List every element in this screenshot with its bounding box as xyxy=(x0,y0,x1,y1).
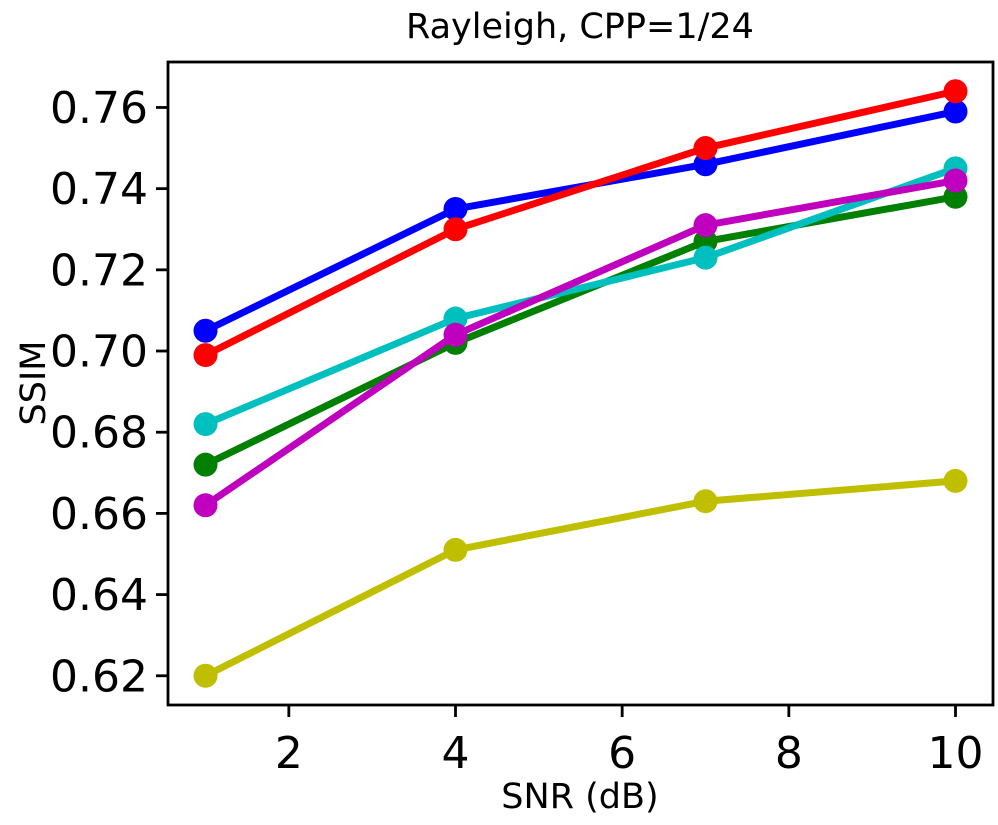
y-tick-label: 0.72 xyxy=(50,245,148,296)
x-tick-label: 2 xyxy=(275,728,303,779)
y-tick-label: 0.64 xyxy=(50,570,148,621)
series-marker-magenta xyxy=(443,322,468,347)
axis-layer: 2 4 6 8 10 0.62 0.64 0.66 0.68 0.70 0.72 0.74 0.76 xyxy=(50,60,995,779)
series-marker-red xyxy=(693,136,718,161)
series-line-green xyxy=(202,193,959,469)
series-marker-cyan xyxy=(193,412,218,437)
series-marker-red xyxy=(943,79,968,104)
x-tick-label: 6 xyxy=(608,728,636,779)
y-tick-label: 0.76 xyxy=(50,83,148,134)
series-line-yellow xyxy=(202,477,959,680)
series-marker-red xyxy=(193,343,218,368)
series-marker-yellow xyxy=(943,468,968,493)
chart-title: Rayleigh, CPP=1/24 xyxy=(406,7,754,47)
series-layer xyxy=(193,79,968,688)
series-marker-green xyxy=(193,452,218,477)
series-marker-magenta xyxy=(943,168,968,193)
plot-frame xyxy=(166,60,995,707)
series-marker-magenta xyxy=(693,213,718,238)
series-line-magenta xyxy=(202,177,959,509)
x-tick-label: 4 xyxy=(442,728,470,779)
series-marker-magenta xyxy=(193,493,218,518)
series-marker-blue xyxy=(943,99,968,124)
series-marker-yellow xyxy=(193,663,218,688)
series-marker-blue xyxy=(443,196,468,221)
series-marker-yellow xyxy=(693,489,718,514)
series-marker-red xyxy=(443,217,468,242)
x-tick-label: 8 xyxy=(775,728,803,779)
x-axis-label: SNR (dB) xyxy=(501,777,658,817)
y-axis-label: SSIM xyxy=(14,341,54,426)
y-tick-label: 0.66 xyxy=(50,489,148,540)
y-tick-label: 0.74 xyxy=(50,164,148,215)
x-tick-label: 10 xyxy=(928,728,984,779)
series-marker-cyan xyxy=(693,245,718,270)
y-tick-label: 0.68 xyxy=(50,408,148,459)
series-marker-yellow xyxy=(443,537,468,562)
series-marker-blue xyxy=(193,318,218,343)
y-tick-label: 0.70 xyxy=(50,327,148,378)
series-line-red xyxy=(202,87,959,359)
y-tick-label: 0.62 xyxy=(50,651,148,702)
series-line-cyan xyxy=(202,164,959,428)
